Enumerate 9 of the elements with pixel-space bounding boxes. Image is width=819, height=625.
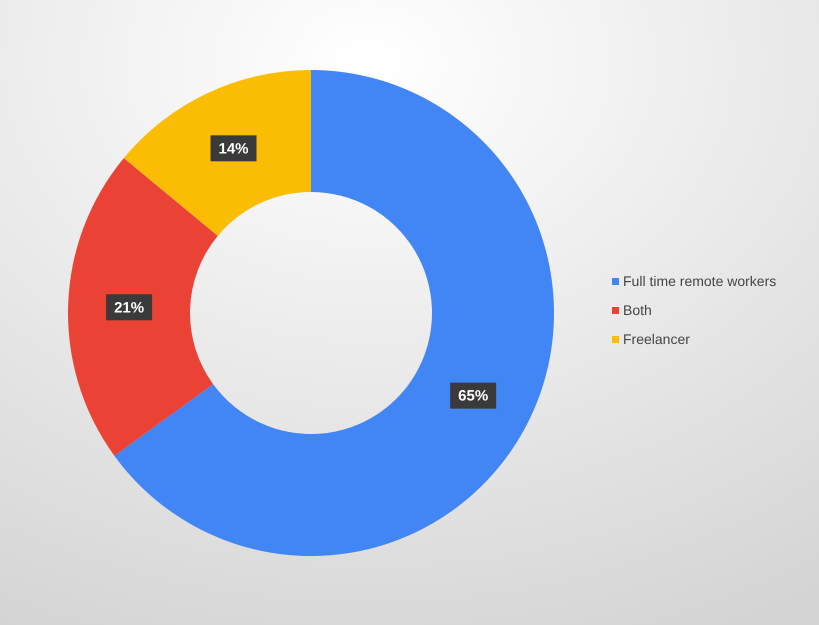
donut-slice (68, 158, 218, 456)
legend-label: Freelancer (623, 331, 690, 347)
legend-label: Both (623, 302, 652, 318)
donut-slice (114, 70, 554, 556)
legend-label: Full time remote workers (623, 273, 776, 289)
data-label: 21% (114, 299, 144, 316)
data-label: 14% (218, 140, 249, 158)
donut-slice (124, 70, 311, 236)
data-label: 65% (458, 388, 488, 405)
